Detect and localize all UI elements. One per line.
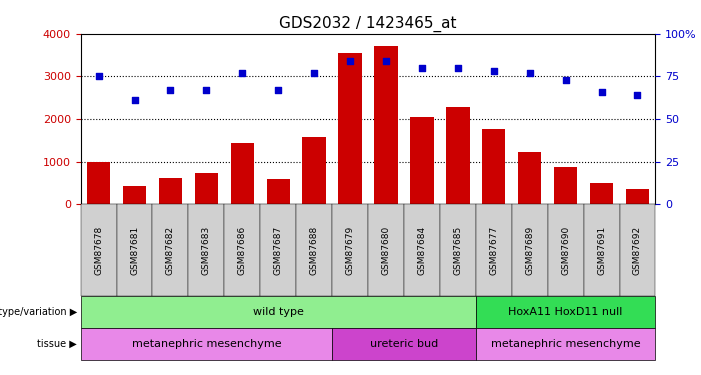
Text: GSM87686: GSM87686 [238,226,247,275]
Text: GSM87692: GSM87692 [633,226,642,275]
Point [93,74,104,80]
Point [237,70,248,76]
Text: GSM87688: GSM87688 [310,226,319,275]
Bar [195,173,218,204]
Text: GSM87691: GSM87691 [597,226,606,275]
Bar [266,179,290,204]
Bar [554,167,578,204]
Text: GSM87682: GSM87682 [166,226,175,275]
Text: GSM87685: GSM87685 [454,226,463,275]
Bar [410,117,434,204]
Text: GSM87678: GSM87678 [94,226,103,275]
Text: metanephric mesenchyme: metanephric mesenchyme [132,339,281,349]
Point [524,70,536,76]
Text: GSM87680: GSM87680 [381,226,390,275]
Point [129,97,140,103]
Text: ureteric bud: ureteric bud [370,339,438,349]
Text: GSM87689: GSM87689 [525,226,534,275]
Title: GDS2032 / 1423465_at: GDS2032 / 1423465_at [279,16,457,32]
Bar [231,142,254,204]
Point [452,65,463,71]
Bar [123,186,147,204]
Text: genotype/variation ▶: genotype/variation ▶ [0,307,77,317]
Bar [158,178,182,204]
Point [488,68,499,74]
Text: GSM87681: GSM87681 [130,226,139,275]
Text: HoxA11 HoxD11 null: HoxA11 HoxD11 null [508,307,622,317]
Bar [518,152,541,204]
Bar [374,46,397,204]
Bar [626,189,649,204]
Text: wild type: wild type [253,307,304,317]
Bar [482,129,505,204]
Point [560,77,571,83]
Point [632,92,643,98]
Point [308,70,320,76]
Bar [590,183,613,204]
Bar [87,162,110,204]
Text: GSM87683: GSM87683 [202,226,211,275]
Point [273,87,284,93]
Bar [446,107,470,204]
Text: GSM87679: GSM87679 [346,226,355,275]
Text: metanephric mesenchyme: metanephric mesenchyme [491,339,641,349]
Bar [339,53,362,204]
Text: GSM87684: GSM87684 [417,226,426,275]
Point [416,65,428,71]
Text: GSM87677: GSM87677 [489,226,498,275]
Bar [302,137,326,204]
Text: tissue ▶: tissue ▶ [37,339,77,349]
Text: GSM87690: GSM87690 [561,226,570,275]
Point [596,89,607,95]
Point [344,58,355,64]
Point [200,87,212,93]
Point [165,87,176,93]
Text: GSM87687: GSM87687 [273,226,283,275]
Point [381,58,392,64]
